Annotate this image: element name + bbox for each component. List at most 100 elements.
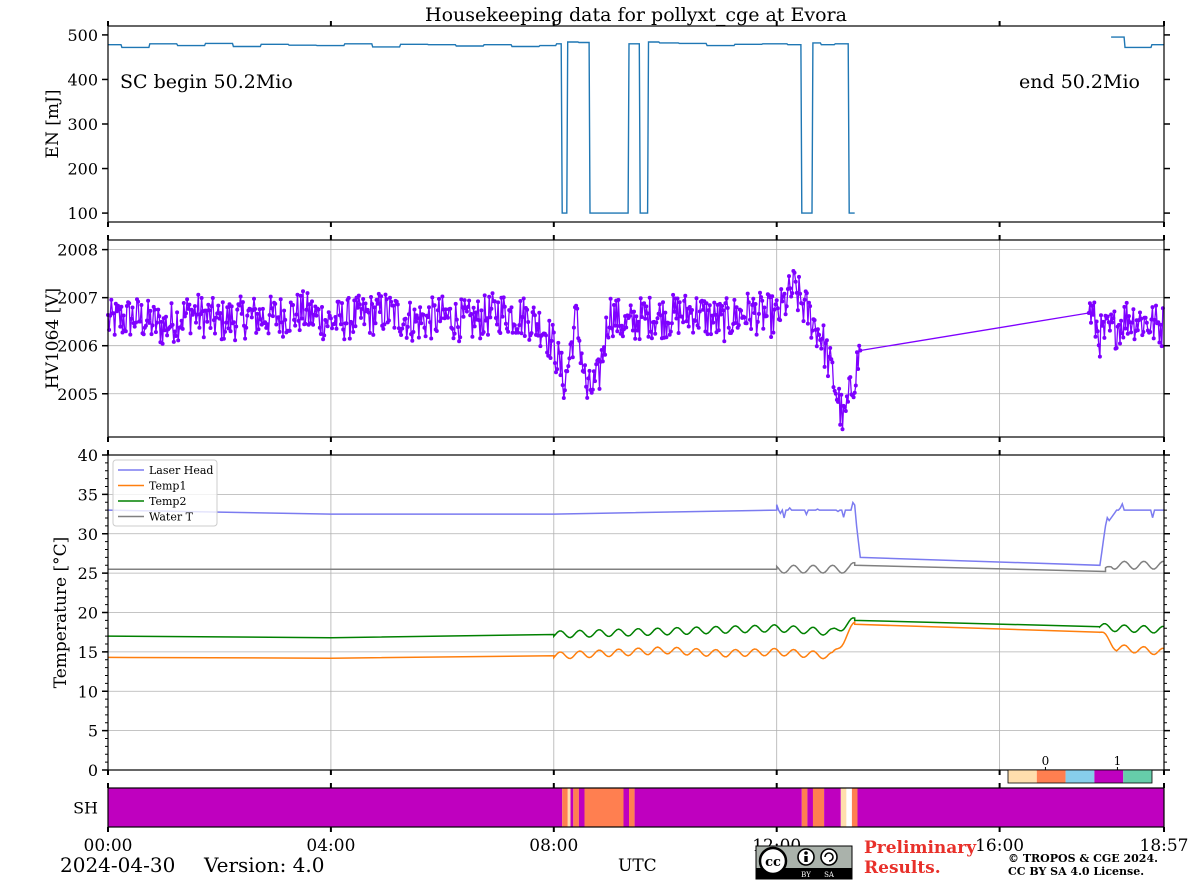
hv-data-point [680,314,684,319]
hv-data-point [674,316,679,321]
hv-data-point [162,328,167,333]
hv-data-point [756,311,761,316]
hv-data-point [174,334,178,338]
hv-data-point [495,322,499,327]
hv-data-point [762,305,767,310]
hv-data-point [399,333,404,337]
hv-data-point [812,318,817,323]
hv-data-point [602,345,606,350]
hv-data-point [562,388,567,393]
temp-ytick-label: 25 [78,564,98,583]
hv-data-point [1100,323,1105,328]
hv-data-point [510,330,515,335]
hv-data-point [307,302,312,307]
hv-data-point [569,340,574,345]
hv-data-point [600,359,605,364]
hv-data-point [1152,317,1157,322]
hv-data-point [807,300,811,305]
hv-data-point [774,298,779,303]
hv-data-point [258,317,263,322]
colorbar-tick-label-0: 0 [1042,754,1050,768]
hv-data-point [536,333,541,338]
temperature-legend: Laser Head Temp1 Temp2 Water T [112,459,218,527]
hv-data-point [1109,312,1114,317]
hv-data-point [240,300,245,305]
hv-data-point [544,333,548,338]
hv-data-point [486,332,490,337]
hv-data-point [332,322,337,326]
hv-data-point [693,318,698,323]
hv-data-point [547,318,552,323]
hv-data-point [603,352,608,357]
hv-data-point [493,316,498,320]
hv-data-point [492,299,497,304]
hv-data-point [707,303,712,308]
hv-data-point [586,376,591,381]
hv-data-point [846,399,850,404]
hv-data-point [209,304,214,309]
hv-data-point [428,320,433,325]
hv-data-point [314,313,319,318]
hv-data-point [667,332,672,337]
hv-data-point [277,329,282,334]
energy-axes: 100 200 300 400 500 [67,21,1170,227]
temp-ytick-label: 30 [78,525,98,544]
hv-data-point [503,321,508,326]
preliminary-line2: Results. [864,858,941,878]
hv-data-point [502,304,507,309]
hv-data-point [612,303,616,307]
hv-data-point [128,332,133,337]
hv-data-point [1122,304,1127,309]
hv-data-point [153,330,158,335]
sa-icon [820,848,838,866]
hv-data-point [195,312,200,317]
hv-data-point [677,300,682,305]
hv-data-point [549,338,554,343]
hv-data-point [591,369,596,374]
hv-data-point [427,305,431,310]
hv-data-point [538,344,543,349]
hv-data-point [790,291,795,296]
hv-data-point [421,312,426,317]
hv-data-point [401,322,406,327]
hv-data-point [642,301,647,306]
hv-data-point [294,312,299,317]
hv-data-point [382,322,387,327]
hv-data-point [858,348,863,353]
hv-data-point [207,308,212,313]
hv-data-point [1119,318,1124,323]
hv-data-point [751,296,756,301]
hv-data-point [489,306,494,311]
hv-data-point [1154,303,1158,308]
hv-data-point [761,326,766,331]
hv-data-point [636,319,641,324]
hv-data-point [256,327,261,332]
hv-data-point [267,313,272,317]
hv-data-point [454,317,459,322]
hv-data-point [346,296,351,300]
sh-segment [573,788,579,827]
hv-data-point [189,307,194,312]
hv-data-point [566,364,571,369]
hv-data-point [143,323,148,328]
hv-data-point [478,336,483,341]
hv-data-point [668,329,673,334]
hv-data-point [1089,320,1093,325]
hv-data-point [201,335,206,340]
temp-ytick-label: 20 [78,604,98,623]
hv-data-point [1151,336,1156,341]
hv-data-point [711,320,716,325]
hv-data-point [753,302,758,306]
hv-data-point [829,357,834,362]
hv-data-point [461,314,466,319]
hv-data-point [1121,335,1126,340]
hv-data-point [412,307,417,312]
hv-data-point [808,304,813,309]
hv-data-point [704,301,709,306]
hv-data-point [669,321,674,326]
hv-data-point [1144,320,1149,325]
hv-data-point [559,350,564,355]
hv-data-point [654,320,659,325]
hv-data-point [744,321,749,326]
